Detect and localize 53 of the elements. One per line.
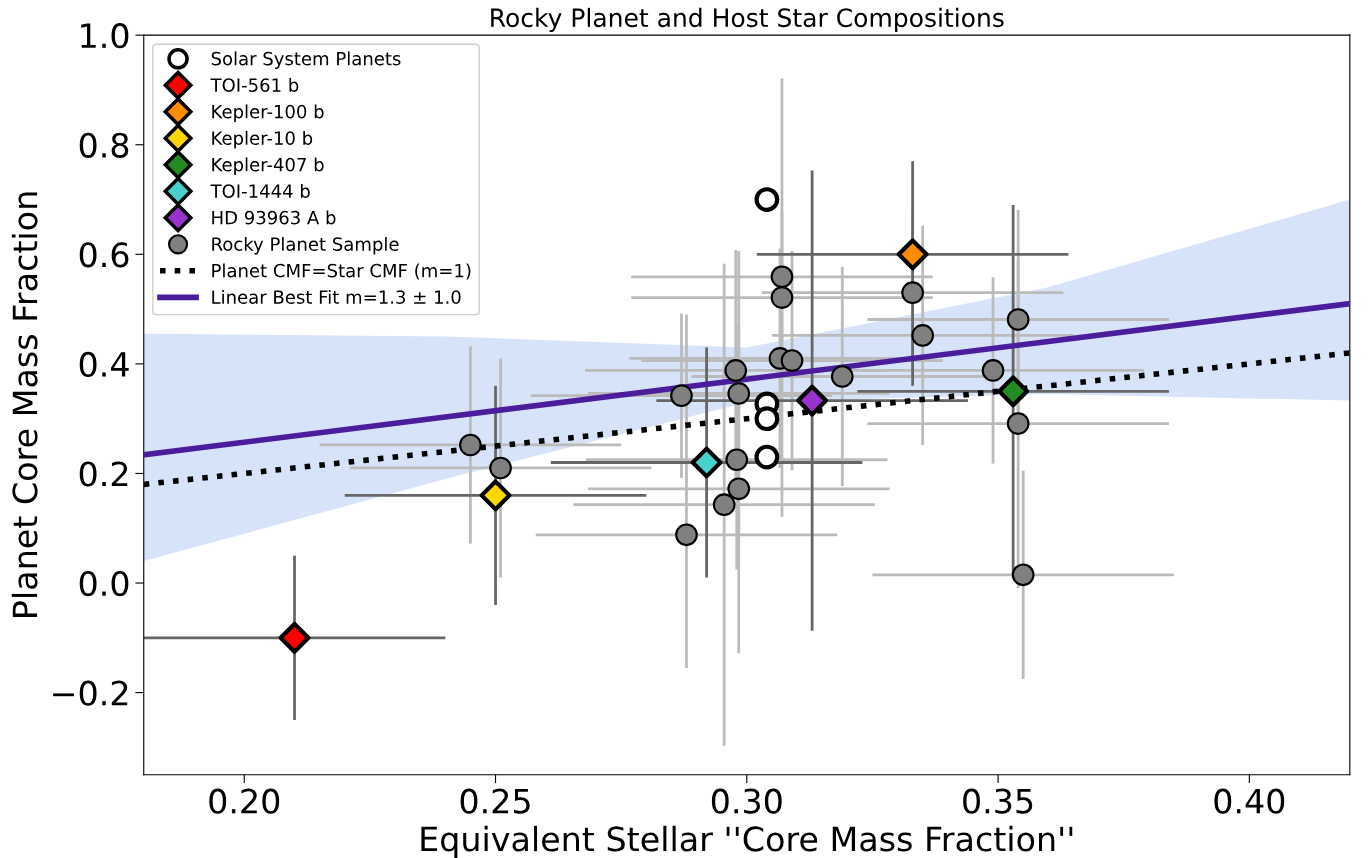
point	[981, 359, 1005, 382]
legend-label: TOI-1444 b	[210, 183, 310, 198]
point	[690, 446, 723, 479]
point	[725, 448, 749, 472]
legend-label: Linear Best Fit m=1.3 ± 1.0	[212, 289, 461, 304]
legend-label: Kepler-10 b	[212, 130, 313, 149]
chart-title: Rocky Planet and Host Star Compositions	[491, 7, 1004, 33]
point	[754, 187, 780, 212]
legend-label: HD 93963 A b	[212, 210, 336, 225]
point	[724, 359, 748, 382]
point	[1006, 412, 1030, 435]
point	[780, 349, 804, 372]
point	[675, 523, 698, 547]
point	[901, 281, 924, 305]
legend-label: Kepler-100 b	[212, 104, 324, 122]
x-tick-label: 0.30	[711, 788, 782, 814]
point	[911, 324, 935, 347]
legend-label: Planet CMF=Star CMF (m=1)	[212, 263, 471, 280]
point	[727, 382, 751, 405]
point	[670, 384, 693, 407]
y-tick-label: 0.2	[79, 461, 128, 487]
y-tick-label: 0.0	[79, 570, 129, 597]
legend-label: Kepler-407 b	[212, 157, 324, 175]
point	[459, 433, 482, 457]
y-tick-label: 0.6	[79, 242, 129, 268]
y-tick-label: −0.2	[53, 680, 128, 706]
y-axis-title: Planet Core Mass Fraction	[11, 192, 38, 617]
point	[997, 375, 1030, 408]
x-tick-label: 0.35	[963, 788, 1033, 814]
point	[770, 265, 794, 289]
point	[1011, 563, 1035, 587]
point	[896, 238, 929, 271]
point	[712, 493, 736, 517]
x-axis-title: Equivalent Stellar ''Core Mass Fraction''	[421, 825, 1073, 858]
point	[754, 406, 780, 432]
point	[479, 479, 512, 512]
legend-label: Rocky Planet Sample	[212, 236, 399, 255]
x-tick-label: 0.20	[209, 788, 280, 814]
x-tick-label: 0.25	[460, 788, 530, 814]
point	[489, 456, 512, 480]
y-tick-label: 0.4	[79, 351, 129, 378]
point	[1006, 308, 1030, 331]
legend-label: TOI-561 b	[210, 77, 299, 92]
point	[796, 384, 829, 417]
point	[727, 477, 751, 501]
point	[754, 444, 780, 470]
y-tick-label: 1.0	[81, 23, 129, 49]
point	[770, 286, 794, 309]
x-tick-label: 0.40	[1214, 788, 1285, 814]
point	[278, 621, 311, 654]
y-tick-label: 0.8	[79, 132, 129, 158]
point	[830, 365, 854, 388]
legend-label: Solar System Planets	[211, 51, 401, 69]
